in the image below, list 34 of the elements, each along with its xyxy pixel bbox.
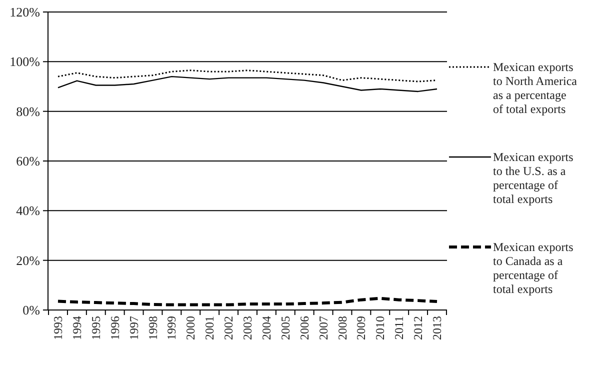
x-tick-label: 1997: [126, 316, 141, 340]
y-tick-label: 0%: [22, 302, 40, 318]
x-tick-label: 2010: [373, 316, 388, 340]
x-tick-label: 2003: [240, 316, 254, 340]
y-tick-label: 60%: [16, 154, 40, 169]
x-tick-label: 2000: [184, 316, 198, 340]
legend-label: Mexican exports to Canada as a percentage of total exports: [493, 240, 574, 296]
x-tick-label: 1993: [51, 316, 65, 340]
y-tick-label: 40%: [16, 203, 40, 218]
x-tick-label: 2001: [202, 316, 217, 340]
y-tick-label: 20%: [16, 252, 40, 268]
legend-label: Mexican exports to North America as a percentage of total exports: [493, 60, 578, 116]
x-tick-label: 2007: [316, 316, 330, 340]
x-tick-label: 2011: [392, 316, 406, 340]
y-tick-label: 80%: [16, 104, 40, 119]
line-series: [57, 76, 438, 92]
line-series: [56, 296, 438, 306]
x-tick-label: 1994: [70, 316, 84, 340]
x-tick-label: 1999: [164, 316, 179, 340]
x-tick-label: 2002: [222, 316, 236, 340]
legend-label: Mexican exports to the U.S. as a percentage of total exports: [493, 150, 574, 206]
x-tick-label: 1996: [108, 316, 122, 340]
x-tick-label: 2004: [259, 316, 274, 340]
x-tick-label: 1998: [146, 316, 160, 340]
x-tick-label: 2012: [411, 316, 426, 340]
x-tick-label: 1995: [88, 316, 103, 340]
y-tick-label: 120%: [10, 4, 40, 20]
x-tick-label: 2009: [354, 316, 368, 340]
x-tick-label: 2005: [278, 316, 292, 340]
y-tick-label: 100%: [10, 54, 40, 70]
x-tick-label: 2006: [297, 316, 312, 340]
x-tick-label: 2008: [335, 316, 350, 340]
line-series: [57, 70, 438, 82]
x-tick-label: 2013: [430, 316, 444, 340]
